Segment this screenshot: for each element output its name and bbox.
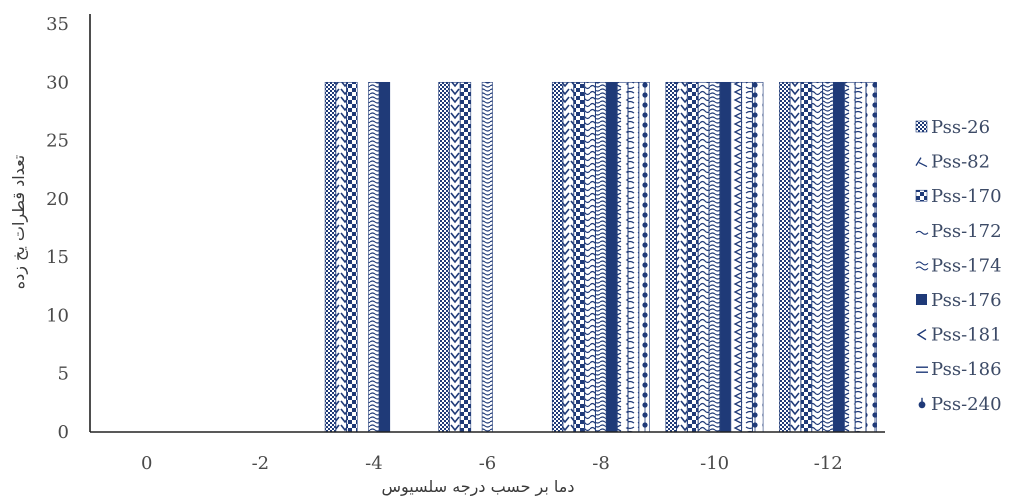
checker-icon — [915, 189, 928, 202]
bar-pss-176--12 — [833, 81, 845, 433]
bar-pss-240--10 — [752, 81, 764, 433]
y-axis-title: تعداد قطرات یخ زده — [9, 155, 29, 290]
legend-label: Pss-186 — [931, 359, 1002, 380]
bar-pss-186--12 — [855, 81, 867, 433]
bar-pss-170--12 — [800, 81, 812, 433]
bar-pss-82--4 — [335, 81, 347, 433]
bar-pss-174--8 — [595, 81, 607, 433]
legend-label: Pss-26 — [931, 117, 990, 138]
axes-layer — [89, 14, 885, 433]
bar-pss-26--10 — [665, 81, 677, 433]
legend-item-pss-181: Pss-181 — [916, 325, 1002, 346]
zigzag-icon — [915, 157, 928, 168]
legend-label: Pss-170 — [931, 186, 1002, 207]
x-axis-title: دما بر حسب درجه سلسیوس — [382, 477, 575, 497]
legend-label: Pss-82 — [931, 152, 990, 173]
bar-pss-176--10 — [719, 81, 731, 433]
legend: Pss-26 Pss-82 Pss-170 Pss-172 Pss-174 Pss-176… — [915, 117, 1002, 415]
legend-item-pss-186: Pss-186 — [916, 359, 1002, 380]
bar-pss-181--10 — [730, 81, 742, 433]
bar-pss-174--4 — [368, 81, 380, 433]
legend-label: Pss-240 — [931, 394, 1002, 415]
bar-pss-82--12 — [789, 81, 801, 433]
bar-pss-176--8 — [606, 81, 618, 433]
bead-icon — [918, 397, 926, 409]
bar-pss-82--6 — [449, 81, 461, 433]
bar-pss-240--12 — [865, 81, 877, 433]
x-tick-label: -6 — [479, 453, 497, 474]
bar-pss-186--8 — [627, 81, 639, 433]
y-tick-label: 35 — [46, 14, 69, 35]
bar-pss-176--4 — [379, 81, 391, 433]
legend-item-pss-170: Pss-170 — [915, 186, 1002, 207]
double-wave-icon — [915, 261, 929, 271]
x-tick-label: -4 — [365, 453, 383, 474]
x-tick-label: 0 — [141, 453, 152, 474]
y-tick-label: 30 — [46, 72, 69, 93]
bar-pss-174--6 — [481, 81, 493, 433]
bar-pss-26--12 — [779, 81, 791, 433]
solid-square-icon — [916, 294, 927, 305]
bar-pss-170--6 — [460, 81, 472, 433]
bar-pss-26--6 — [438, 81, 450, 433]
chevron-icon — [916, 329, 927, 341]
dotted-square-icon — [915, 120, 928, 133]
legend-item-pss-176: Pss-176 — [916, 290, 1002, 311]
legend-label: Pss-172 — [931, 221, 1002, 242]
y-tick-label: 25 — [46, 131, 69, 152]
legend-item-pss-26: Pss-26 — [915, 117, 990, 138]
bar-pss-170--10 — [687, 81, 699, 433]
y-tick-label: 0 — [58, 422, 69, 443]
ticks-layer: 0 5 10 15 20 25 30 35 0 -2 -4 -6 -8 -10 -12 — [46, 14, 843, 474]
x-tick-label: -2 — [252, 453, 270, 474]
bar-pss-82--10 — [676, 81, 688, 433]
legend-item-pss-82: Pss-82 — [915, 152, 990, 173]
y-tick-label: 5 — [58, 364, 69, 385]
x-tick-label: -10 — [700, 453, 729, 474]
bar-pss-172--12 — [811, 81, 823, 433]
legend-label: Pss-176 — [931, 290, 1002, 311]
bar-pss-186--10 — [741, 81, 753, 433]
bar-pss-181--8 — [617, 81, 629, 433]
y-tick-label: 15 — [46, 247, 69, 268]
y-tick-label: 20 — [46, 189, 69, 210]
legend-item-pss-172: Pss-172 — [915, 221, 1002, 242]
double-line-icon — [916, 366, 928, 373]
x-tick-label: -12 — [814, 453, 843, 474]
bar-pss-26--4 — [324, 81, 336, 433]
legend-item-pss-240: Pss-240 — [918, 394, 1002, 415]
bar-pss-172--8 — [584, 81, 596, 433]
legend-label: Pss-174 — [931, 255, 1002, 276]
bar-pss-170--4 — [346, 81, 358, 433]
bar-pss-174--12 — [822, 81, 834, 433]
bar-pss-174--10 — [708, 81, 720, 433]
bar-pss-172--10 — [698, 81, 710, 433]
wave-icon — [915, 230, 929, 235]
y-tick-label: 10 — [46, 305, 69, 326]
bar-pss-26--8 — [551, 81, 563, 433]
bars-layer — [324, 81, 877, 433]
legend-label: Pss-181 — [931, 325, 1002, 346]
legend-item-pss-174: Pss-174 — [915, 255, 1002, 276]
bar-pss-170--8 — [573, 81, 585, 433]
x-tick-label: -8 — [592, 453, 610, 474]
bar-pss-181--12 — [844, 81, 856, 433]
bar-pss-82--8 — [562, 81, 574, 433]
bar-pss-240--8 — [638, 81, 650, 433]
